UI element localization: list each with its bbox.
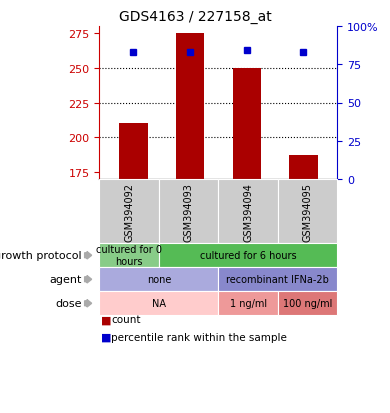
Text: GSM394093: GSM394093 [184, 182, 194, 241]
Text: GSM394092: GSM394092 [124, 182, 134, 241]
Text: recombinant IFNa-2b: recombinant IFNa-2b [227, 275, 329, 285]
Text: ■: ■ [101, 315, 112, 325]
Bar [232, 69, 261, 180]
Text: 100 ng/ml: 100 ng/ml [283, 299, 332, 309]
Text: NA: NA [152, 299, 166, 309]
Text: growth protocol: growth protocol [0, 251, 82, 261]
Bar [119, 124, 147, 180]
Text: cultured for 6 hours: cultured for 6 hours [200, 251, 296, 261]
Text: dose: dose [55, 299, 82, 309]
Text: GDS4163 / 227158_at: GDS4163 / 227158_at [119, 10, 271, 24]
Text: count: count [111, 315, 141, 325]
Text: cultured for 0
hours: cultured for 0 hours [96, 245, 162, 266]
Text: 1 ng/ml: 1 ng/ml [230, 299, 267, 309]
Text: GSM394094: GSM394094 [243, 182, 253, 241]
Bar [176, 34, 204, 180]
Text: percentile rank within the sample: percentile rank within the sample [111, 332, 287, 342]
Text: none: none [147, 275, 171, 285]
Text: agent: agent [50, 275, 82, 285]
Text: GSM394095: GSM394095 [303, 182, 313, 241]
Text: ■: ■ [101, 332, 112, 342]
Bar [289, 156, 317, 180]
